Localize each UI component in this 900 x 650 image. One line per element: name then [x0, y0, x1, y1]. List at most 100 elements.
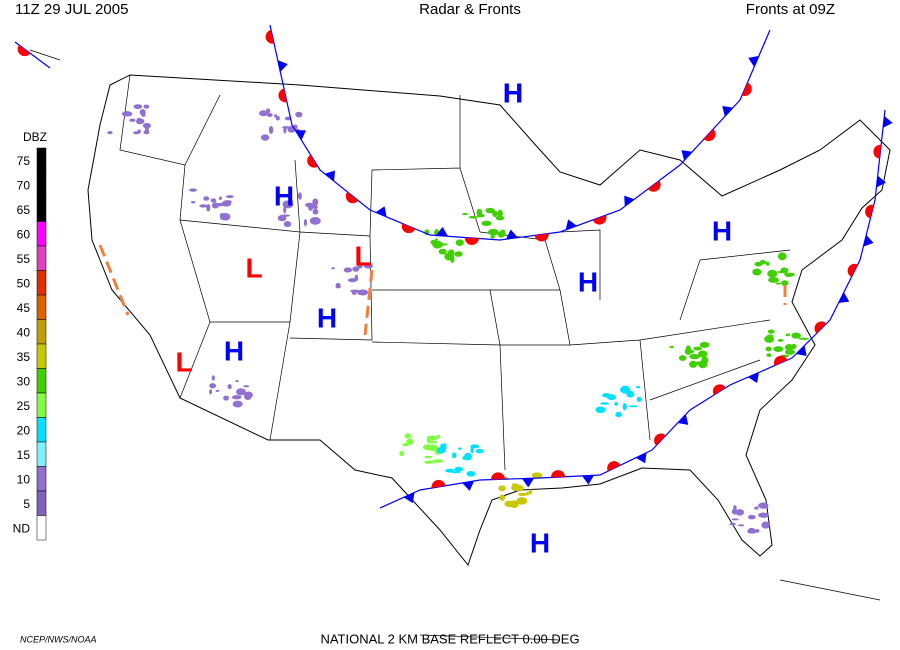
- cold-front-marker: [635, 452, 647, 464]
- pressure-center: H: [712, 215, 732, 246]
- legend-swatch: [36, 343, 47, 369]
- cold-front-marker: [462, 480, 475, 491]
- pressure-center: H: [224, 335, 244, 366]
- pressure-center: L: [175, 346, 192, 377]
- legend-swatch: [36, 466, 47, 492]
- legend-label: 40: [17, 326, 31, 340]
- radar-echo: [492, 210, 498, 217]
- radar-echo: [121, 111, 133, 117]
- legend-swatch: [36, 147, 47, 173]
- radar-echo: [476, 213, 485, 218]
- radar-echo: [614, 401, 618, 406]
- radar-echo: [282, 200, 294, 209]
- cold-front-marker: [277, 60, 288, 72]
- radar-echo: [615, 411, 622, 418]
- radar-echo: [454, 251, 463, 257]
- cold-front-marker: [324, 170, 335, 182]
- radar-echo: [268, 126, 274, 134]
- radar-echo: [424, 455, 432, 459]
- radar-echo: [451, 452, 457, 459]
- radar-echo: [517, 492, 528, 496]
- front-line: [379, 109, 886, 509]
- warm-front-marker: [712, 384, 726, 396]
- radar-echo: [481, 220, 492, 226]
- radar-echo: [209, 389, 213, 395]
- radar-echo: [635, 386, 641, 389]
- pressure-center: H: [530, 527, 550, 558]
- legend-label: 55: [17, 252, 31, 266]
- radar-echo: [466, 471, 476, 477]
- warm-front-marker: [654, 433, 666, 446]
- radar-echo: [312, 204, 318, 210]
- radar-echo: [458, 447, 462, 450]
- radar-echo: [107, 130, 113, 135]
- cold-front-marker: [747, 372, 759, 384]
- radar-echo: [215, 202, 224, 207]
- radar-echo: [766, 353, 772, 358]
- radar-echo: [791, 332, 801, 339]
- legend-swatch: [36, 196, 47, 222]
- radar-echo: [495, 215, 505, 221]
- radar-echo: [636, 396, 642, 402]
- radar-echo: [235, 379, 239, 383]
- radar-echo: [767, 269, 778, 278]
- radar-echo: [498, 485, 506, 492]
- cold-front-marker: [582, 475, 595, 485]
- radar-echo: [516, 497, 528, 505]
- radar-echo: [223, 395, 229, 401]
- radar-echo: [297, 192, 302, 200]
- radar-echo: [190, 200, 196, 204]
- radar-echo: [468, 215, 478, 219]
- radar-echo: [798, 337, 810, 340]
- radar-echo: [445, 468, 455, 473]
- footer-center: NATIONAL 2 KM BASE REFLECT 0.00 DEG: [320, 631, 579, 646]
- warm-front-marker: [345, 191, 359, 204]
- radar-echo: [223, 200, 232, 204]
- radar-echo: [761, 521, 770, 529]
- radar-echo: [244, 394, 252, 400]
- legend-title: DBZ: [23, 130, 47, 144]
- warm-front-marker: [873, 144, 882, 159]
- radar-echo: [528, 489, 533, 495]
- warm-front-marker: [278, 88, 287, 103]
- radar-echo: [206, 204, 211, 212]
- legend-swatch: [36, 368, 47, 394]
- radar-echo: [531, 472, 543, 479]
- radar-echo: [699, 341, 710, 348]
- legend-swatch: [36, 319, 47, 345]
- pressure-center: L: [245, 252, 262, 283]
- radar-echo: [455, 239, 464, 247]
- radar-echo: [143, 130, 150, 135]
- radar-echo: [220, 212, 231, 221]
- radar-echo: [404, 433, 412, 439]
- cold-front-marker: [624, 195, 635, 207]
- pressure-center: H: [578, 266, 598, 297]
- legend-label: 30: [17, 375, 31, 389]
- radar-echo: [526, 491, 530, 496]
- cold-front-marker: [522, 478, 535, 488]
- legend-label: 45: [17, 301, 31, 315]
- radar-echo: [427, 444, 438, 452]
- radar-echo: [203, 196, 210, 201]
- radar-echo: [697, 350, 708, 358]
- trough: [98, 244, 130, 316]
- pressure-center: H: [503, 77, 523, 108]
- radar-echo: [303, 218, 308, 227]
- legend-swatch: [36, 172, 47, 198]
- warm-front-marker: [551, 470, 566, 478]
- radar-echo: [488, 228, 499, 236]
- legend-swatch: [36, 417, 47, 443]
- radar-echo: [143, 104, 150, 109]
- radar-echo: [595, 406, 606, 414]
- pressure-center: H: [274, 180, 294, 211]
- radar-echo: [280, 214, 291, 217]
- legend-label: 15: [17, 448, 31, 462]
- map-outline: [29, 49, 891, 641]
- cold-front-marker: [863, 234, 874, 247]
- radar-echo: [689, 353, 700, 360]
- radar-echo: [669, 345, 674, 349]
- radar-echo: [620, 385, 631, 394]
- radar-echo: [737, 524, 745, 527]
- cold-front-marker: [722, 105, 733, 117]
- cold-front-marker: [403, 492, 415, 504]
